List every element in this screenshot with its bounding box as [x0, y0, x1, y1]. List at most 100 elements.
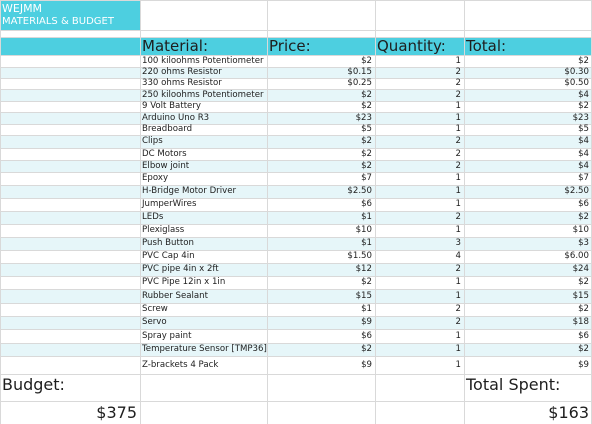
total-cell[interactable]: $18: [572, 317, 589, 328]
total-cell[interactable]: $10: [572, 225, 589, 236]
price-cell[interactable]: $2: [361, 277, 372, 288]
total-cell[interactable]: $0.50: [564, 78, 589, 89]
total-cell[interactable]: $24: [572, 264, 589, 275]
quantity-cell[interactable]: 1: [455, 277, 461, 288]
total-cell[interactable]: $2: [578, 344, 589, 355]
price-cell[interactable]: $2: [361, 89, 372, 100]
total-cell[interactable]: $4: [578, 136, 589, 147]
header-quantity[interactable]: Quantity:: [377, 37, 446, 55]
total-cell[interactable]: $6: [578, 199, 589, 210]
material-cell[interactable]: Push Button: [142, 238, 194, 249]
price-cell[interactable]: $1: [361, 238, 372, 249]
total-cell[interactable]: $2.50: [564, 186, 589, 197]
material-cell[interactable]: 9 Volt Battery: [142, 101, 201, 112]
total-cell[interactable]: $4: [578, 148, 589, 159]
quantity-cell[interactable]: 1: [455, 55, 461, 66]
quantity-cell[interactable]: 1: [455, 199, 461, 210]
material-cell[interactable]: Spray paint: [142, 330, 192, 341]
quantity-cell[interactable]: 1: [455, 173, 461, 184]
price-cell[interactable]: $2: [361, 55, 372, 66]
material-cell[interactable]: Clips: [142, 136, 163, 147]
budget-value[interactable]: $375: [96, 402, 137, 422]
total-cell[interactable]: $9: [578, 359, 589, 370]
price-cell[interactable]: $1: [361, 304, 372, 315]
total-cell[interactable]: $6.00: [564, 251, 589, 262]
material-cell[interactable]: Temperature Sensor [TMP36]: [142, 344, 267, 355]
quantity-cell[interactable]: 1: [455, 124, 461, 135]
material-cell[interactable]: 100 kiloohms Potentiometer: [142, 55, 264, 66]
price-cell[interactable]: $2: [361, 344, 372, 355]
price-cell[interactable]: $10: [355, 225, 372, 236]
quantity-cell[interactable]: 1: [455, 344, 461, 355]
material-cell[interactable]: 220 ohms Resistor: [142, 67, 222, 78]
quantity-cell[interactable]: 2: [455, 89, 461, 100]
price-cell[interactable]: $0.15: [347, 67, 372, 78]
total-cell[interactable]: $7: [578, 173, 589, 184]
material-cell[interactable]: Arduino Uno R3: [142, 112, 210, 123]
material-cell[interactable]: PVC Pipe 12in x 1in: [142, 277, 226, 288]
quantity-cell[interactable]: 1: [455, 101, 461, 112]
title-line-1[interactable]: WEJMM: [2, 2, 43, 15]
material-cell[interactable]: JumperWires: [142, 199, 197, 210]
price-cell[interactable]: $2: [361, 136, 372, 147]
quantity-cell[interactable]: 3: [455, 238, 461, 249]
budget-label[interactable]: Budget:: [2, 375, 65, 394]
total-spent-label[interactable]: Total Spent:: [466, 375, 561, 394]
price-cell[interactable]: $0.25: [347, 78, 372, 89]
total-cell[interactable]: $5: [578, 124, 589, 135]
material-cell[interactable]: Rubber Sealant: [142, 290, 208, 301]
price-cell[interactable]: $2: [361, 148, 372, 159]
price-cell[interactable]: $12: [355, 264, 372, 275]
quantity-cell[interactable]: 1: [455, 186, 461, 197]
material-cell[interactable]: PVC pipe 4in x 2ft: [142, 264, 219, 275]
quantity-cell[interactable]: 2: [455, 148, 461, 159]
price-cell[interactable]: $6: [361, 199, 372, 210]
price-cell[interactable]: $1.50: [347, 251, 372, 262]
total-cell[interactable]: $23: [572, 112, 589, 123]
quantity-cell[interactable]: 1: [455, 112, 461, 123]
material-cell[interactable]: 250 kiloohms Potentiometer: [142, 89, 264, 100]
total-cell[interactable]: $2: [578, 55, 589, 66]
total-cell[interactable]: $2: [578, 101, 589, 112]
title-line-2[interactable]: MATERIALS & BUDGET: [2, 15, 114, 27]
material-cell[interactable]: Plexiglass: [142, 225, 185, 236]
price-cell[interactable]: $9: [361, 359, 372, 370]
total-spent-value[interactable]: $163: [548, 402, 589, 422]
total-cell[interactable]: $2: [578, 304, 589, 315]
quantity-cell[interactable]: 1: [455, 359, 461, 370]
header-material[interactable]: Material:: [142, 37, 208, 55]
quantity-cell[interactable]: 2: [455, 317, 461, 328]
material-cell[interactable]: LEDs: [142, 212, 164, 223]
header-price[interactable]: Price:: [269, 37, 311, 55]
price-cell[interactable]: $15: [355, 290, 372, 301]
quantity-cell[interactable]: 2: [455, 264, 461, 275]
total-cell[interactable]: $15: [572, 290, 589, 301]
material-cell[interactable]: Epoxy: [142, 173, 169, 184]
total-cell[interactable]: $0.30: [564, 67, 589, 78]
material-cell[interactable]: Breadboard: [142, 124, 193, 135]
quantity-cell[interactable]: 2: [455, 67, 461, 78]
quantity-cell[interactable]: 4: [455, 251, 461, 262]
price-cell[interactable]: $23: [355, 112, 372, 123]
material-cell[interactable]: Servo: [142, 317, 167, 328]
price-cell[interactable]: $5: [361, 124, 372, 135]
quantity-cell[interactable]: 2: [455, 78, 461, 89]
quantity-cell[interactable]: 2: [455, 212, 461, 223]
quantity-cell[interactable]: 2: [455, 136, 461, 147]
total-cell[interactable]: $3: [578, 238, 589, 249]
total-cell[interactable]: $2: [578, 277, 589, 288]
quantity-cell[interactable]: 2: [455, 160, 461, 171]
price-cell[interactable]: $6: [361, 330, 372, 341]
price-cell[interactable]: $2.50: [347, 186, 372, 197]
total-cell[interactable]: $2: [578, 212, 589, 223]
header-total[interactable]: Total:: [466, 37, 507, 55]
total-cell[interactable]: $4: [578, 160, 589, 171]
price-cell[interactable]: $1: [361, 212, 372, 223]
total-cell[interactable]: $4: [578, 89, 589, 100]
material-cell[interactable]: 330 ohms Resistor: [142, 78, 222, 89]
material-cell[interactable]: DC Motors: [142, 148, 187, 159]
price-cell[interactable]: $9: [361, 317, 372, 328]
total-cell[interactable]: $6: [578, 330, 589, 341]
material-cell[interactable]: Z-brackets 4 Pack: [142, 359, 219, 370]
material-cell[interactable]: Elbow joint: [142, 160, 190, 171]
